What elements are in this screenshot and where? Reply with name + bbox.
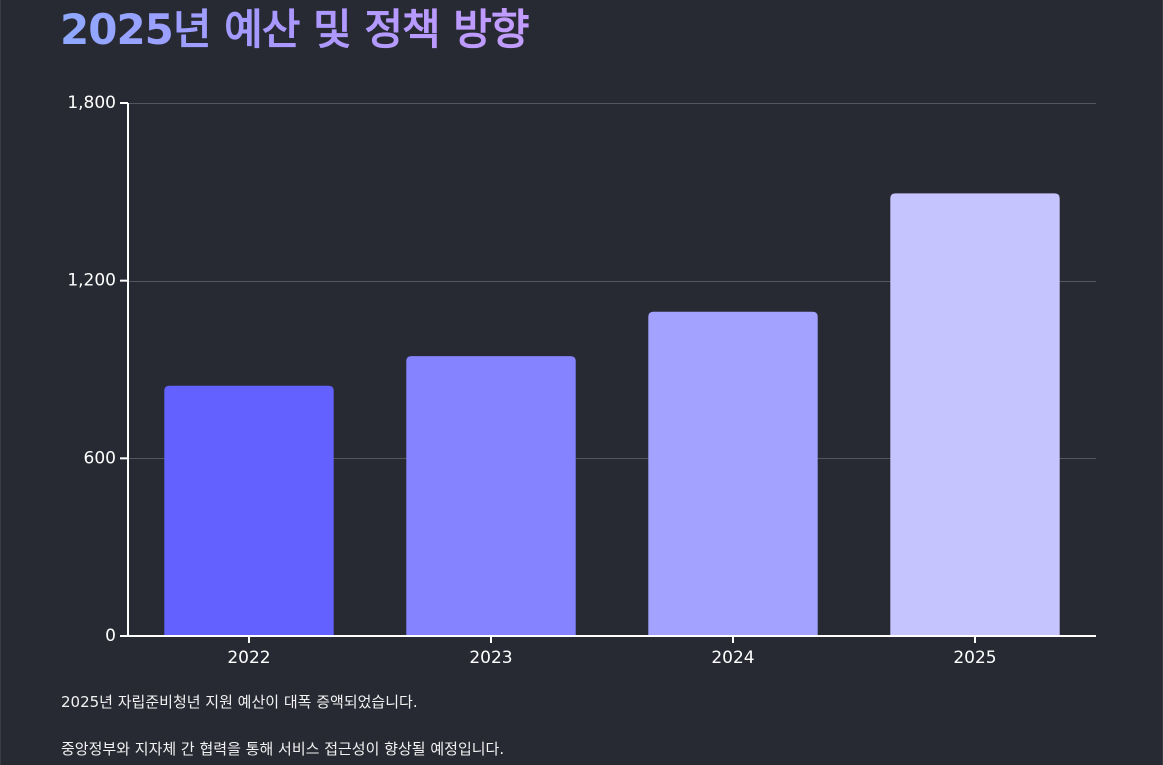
bar-2022 bbox=[164, 385, 334, 636]
x-tick-label-2023: 2023 bbox=[469, 648, 512, 668]
y-tick-label: 0 bbox=[105, 626, 116, 646]
x-tick-label-2022: 2022 bbox=[227, 648, 270, 668]
y-tick-label: 1,200 bbox=[67, 271, 116, 291]
x-tick-label-2024: 2024 bbox=[711, 648, 754, 668]
notes: 2025년 자립준비청년 지원 예산이 대폭 증액되었습니다. 중앙정부와 지자… bbox=[61, 690, 1111, 761]
x-tick-label-2025: 2025 bbox=[953, 648, 996, 668]
axes bbox=[120, 102, 1096, 643]
budget-bar-chart: 0 600 1,200 1,800 2022 2023 2024 2025 bbox=[67, 93, 1096, 668]
bar-2025 bbox=[890, 193, 1060, 636]
note-budget-increase: 2025년 자립준비청년 지원 예산이 대폭 증액되었습니다. bbox=[61, 693, 418, 711]
bar-2023 bbox=[406, 356, 576, 636]
bar-2024 bbox=[648, 311, 818, 636]
note-cooperation: 중앙정부와 지자체 간 협력을 통해 서비스 접근성이 향상될 예정입니다. bbox=[61, 740, 505, 758]
bars bbox=[164, 193, 1060, 636]
page-title: 2025년 예산 및 정책 방향 bbox=[60, 2, 530, 58]
x-tick-labels: 2022 2023 2024 2025 bbox=[227, 648, 996, 668]
y-tick-label: 600 bbox=[84, 448, 116, 468]
y-tick-labels: 0 600 1,200 1,800 bbox=[67, 93, 116, 646]
y-tick-label: 1,800 bbox=[67, 93, 116, 113]
